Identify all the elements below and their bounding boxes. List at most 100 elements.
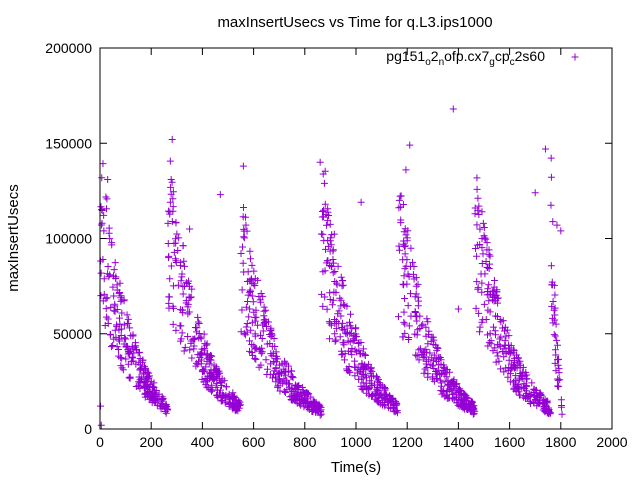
data-point bbox=[169, 136, 176, 143]
data-point bbox=[551, 292, 558, 299]
data-point bbox=[112, 259, 119, 266]
data-point bbox=[163, 410, 170, 417]
data-point bbox=[165, 208, 172, 215]
data-point bbox=[240, 163, 247, 170]
data-point bbox=[406, 142, 413, 149]
data-point bbox=[455, 305, 462, 312]
data-point bbox=[474, 195, 481, 202]
x-tick-label: 1200 bbox=[392, 434, 423, 450]
data-point bbox=[473, 221, 480, 228]
data-point bbox=[259, 335, 266, 342]
data-point bbox=[117, 354, 124, 361]
data-point bbox=[252, 344, 259, 351]
data-point bbox=[179, 329, 186, 336]
data-point bbox=[556, 369, 563, 376]
data-point bbox=[165, 305, 172, 312]
data-point bbox=[396, 197, 403, 204]
data-point bbox=[323, 222, 330, 229]
data-point bbox=[502, 337, 509, 344]
data-point bbox=[321, 180, 328, 187]
data-point bbox=[557, 227, 564, 234]
data-points bbox=[97, 105, 566, 428]
data-point bbox=[105, 263, 112, 270]
data-point bbox=[245, 268, 252, 275]
data-point bbox=[263, 356, 270, 363]
data-point bbox=[318, 230, 325, 237]
data-point bbox=[239, 286, 246, 293]
y-tick-labels: 050000100000150000200000 bbox=[45, 40, 92, 437]
data-point bbox=[240, 204, 247, 211]
data-point bbox=[555, 383, 562, 390]
data-point bbox=[548, 174, 555, 181]
data-point bbox=[475, 203, 482, 210]
data-point bbox=[548, 155, 555, 162]
data-point bbox=[552, 333, 559, 340]
legend-marker-plus bbox=[572, 54, 579, 61]
data-point bbox=[402, 231, 409, 238]
data-point bbox=[166, 293, 173, 300]
data-point bbox=[330, 269, 337, 276]
data-point bbox=[542, 145, 549, 152]
x-axis-label: Time(s) bbox=[331, 459, 381, 476]
data-point bbox=[107, 304, 114, 311]
data-point bbox=[164, 220, 171, 227]
data-point bbox=[332, 337, 339, 344]
y-tick-label: 0 bbox=[84, 421, 92, 437]
data-point bbox=[126, 374, 133, 381]
data-point bbox=[261, 308, 268, 315]
data-point bbox=[99, 160, 106, 167]
data-point bbox=[558, 404, 565, 411]
data-point bbox=[473, 253, 480, 260]
data-point bbox=[245, 313, 252, 320]
data-point bbox=[109, 342, 116, 349]
data-point bbox=[132, 339, 139, 346]
data-point bbox=[108, 343, 115, 350]
data-point bbox=[413, 313, 420, 320]
data-point bbox=[172, 327, 179, 334]
data-point bbox=[481, 270, 488, 277]
x-tick-label: 2000 bbox=[596, 434, 627, 450]
data-point bbox=[395, 313, 402, 320]
y-axis-label: maxInsertUsecs bbox=[5, 184, 22, 292]
data-point bbox=[487, 253, 494, 260]
data-point bbox=[188, 355, 195, 362]
data-point bbox=[111, 266, 118, 273]
data-point bbox=[250, 298, 257, 305]
data-point bbox=[340, 282, 347, 289]
data-point bbox=[173, 259, 180, 266]
data-point bbox=[358, 199, 365, 206]
legend-label: pg151o2nofp.cx7gcpc2s60 bbox=[386, 48, 545, 68]
data-point bbox=[180, 258, 187, 265]
data-point bbox=[240, 233, 247, 240]
data-point bbox=[559, 411, 566, 418]
data-point bbox=[401, 321, 408, 328]
data-point bbox=[553, 222, 560, 229]
data-point bbox=[476, 328, 483, 335]
x-tick-label: 1400 bbox=[443, 434, 474, 450]
data-point bbox=[338, 274, 345, 281]
data-point bbox=[497, 365, 504, 372]
data-point bbox=[165, 253, 172, 260]
data-point bbox=[486, 339, 493, 346]
data-point bbox=[406, 322, 413, 329]
data-point bbox=[395, 204, 402, 211]
data-point bbox=[474, 186, 481, 193]
data-point bbox=[476, 226, 483, 233]
data-point bbox=[400, 309, 407, 316]
data-point bbox=[124, 311, 131, 318]
data-point bbox=[104, 176, 111, 183]
data-point bbox=[127, 375, 134, 382]
data-point bbox=[110, 307, 117, 314]
x-tick-label: 600 bbox=[242, 434, 266, 450]
data-point bbox=[412, 352, 419, 359]
data-point bbox=[173, 231, 180, 238]
data-point bbox=[485, 297, 492, 304]
data-point bbox=[246, 305, 253, 312]
data-point bbox=[217, 191, 224, 198]
data-point bbox=[322, 246, 329, 253]
x-tick-label: 1800 bbox=[545, 434, 576, 450]
x-tick-label: 200 bbox=[140, 434, 164, 450]
data-point bbox=[396, 243, 403, 250]
x-tick-label: 1600 bbox=[494, 434, 525, 450]
